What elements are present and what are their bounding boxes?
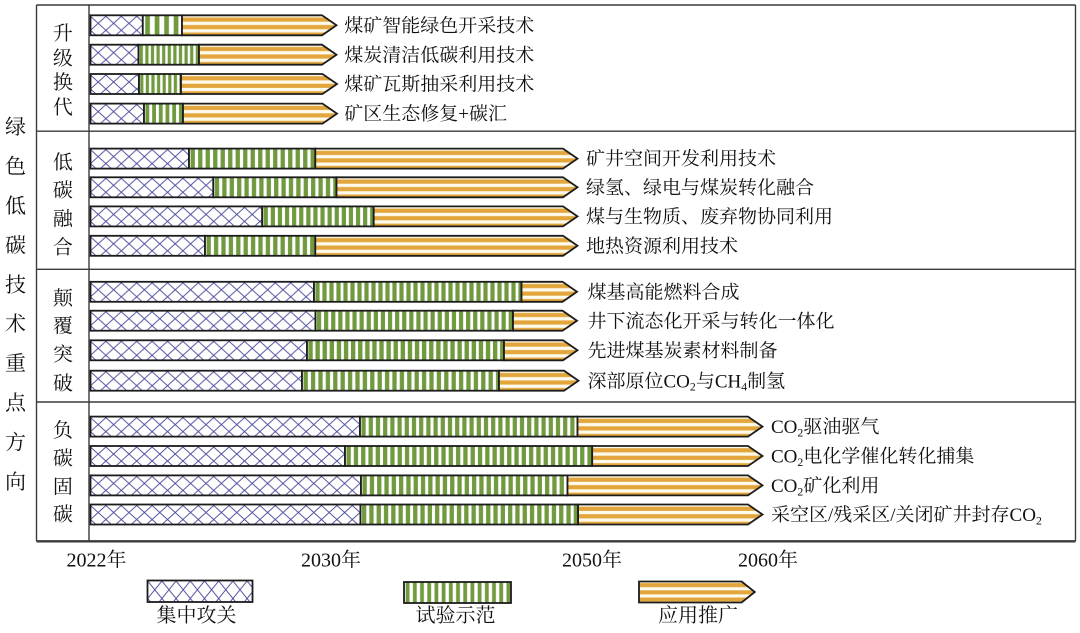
svg-text:煤炭清洁低碳利用技术: 煤炭清洁低碳利用技术 [344,45,534,66]
svg-text:2050年: 2050年 [562,549,622,572]
svg-text:煤矿瓦斯抽采利用技术: 煤矿瓦斯抽采利用技术 [344,75,534,96]
svg-text:采空区/残采区/关闭矿井封存CO2​: 采空区/残采区/关闭矿井封存CO2​ [771,504,1042,527]
svg-text:合: 合 [53,237,73,259]
svg-text:煤与生物质、废弃物协同利用: 煤与生物质、废弃物协同利用 [586,206,833,228]
svg-text:融: 融 [53,209,73,231]
svg-text:应用推广: 应用推广 [658,605,738,627]
svg-text:绿: 绿 [5,115,26,139]
svg-text:矿井空间开发利用技术: 矿井空间开发利用技术 [586,148,776,170]
svg-text:突: 突 [53,344,73,366]
svg-text:2030年: 2030年 [301,549,361,572]
svg-text:CO2​驱油驱气: CO2​驱油驱气 [771,417,879,439]
svg-text:方: 方 [5,430,26,454]
svg-text:色: 色 [5,155,26,179]
svg-text:代: 代 [53,97,73,119]
svg-text:负: 负 [53,420,73,442]
svg-text:CO2​电化学催化转化捕集: CO2​电化学催化转化捕集 [771,446,974,469]
svg-text:2022年: 2022年 [67,549,127,572]
svg-text:覆: 覆 [53,316,73,338]
svg-text:矿区生态修复+碳汇: 矿区生态修复+碳汇 [344,104,507,125]
svg-text:试验示范: 试验示范 [416,605,496,627]
svg-text:地热资源利用技术: 地热资源利用技术 [586,236,738,258]
svg-text:煤基高能燃料合成: 煤基高能燃料合成 [588,281,740,303]
svg-text:绿氢、绿电与煤炭转化融合: 绿氢、绿电与煤炭转化融合 [586,177,814,199]
svg-text:技: 技 [5,273,26,297]
svg-text:颠: 颠 [53,288,73,310]
svg-text:碳: 碳 [53,504,73,526]
svg-text:固: 固 [53,476,73,498]
svg-text:换: 换 [53,72,73,94]
svg-text:向: 向 [5,470,26,494]
svg-text:升: 升 [53,23,73,45]
svg-text:碳: 碳 [53,448,73,470]
svg-text:低: 低 [5,194,26,218]
svg-text:深部原位CO2​与CH4​制氢: 深部原位CO2​与CH4​制氢 [588,371,786,393]
svg-text:煤矿智能绿色开采技术: 煤矿智能绿色开采技术 [344,15,534,37]
svg-text:破: 破 [53,373,73,395]
svg-text:术: 术 [5,312,26,336]
svg-text:级: 级 [53,48,73,70]
svg-text:点: 点 [5,391,26,415]
svg-text:CO2​矿化利用: CO2​矿化利用 [771,476,879,498]
svg-text:集中攻关: 集中攻关 [157,605,237,627]
svg-text:碳: 碳 [5,233,26,257]
svg-text:井下流态化开采与转化一体化: 井下流态化开采与转化一体化 [588,310,835,332]
svg-text:低: 低 [53,152,73,174]
svg-text:碳: 碳 [53,180,73,202]
svg-text:2060年: 2060年 [738,549,798,572]
svg-text:重: 重 [5,352,26,376]
svg-text:先进煤基炭素材料制备: 先进煤基炭素材料制备 [588,341,778,362]
